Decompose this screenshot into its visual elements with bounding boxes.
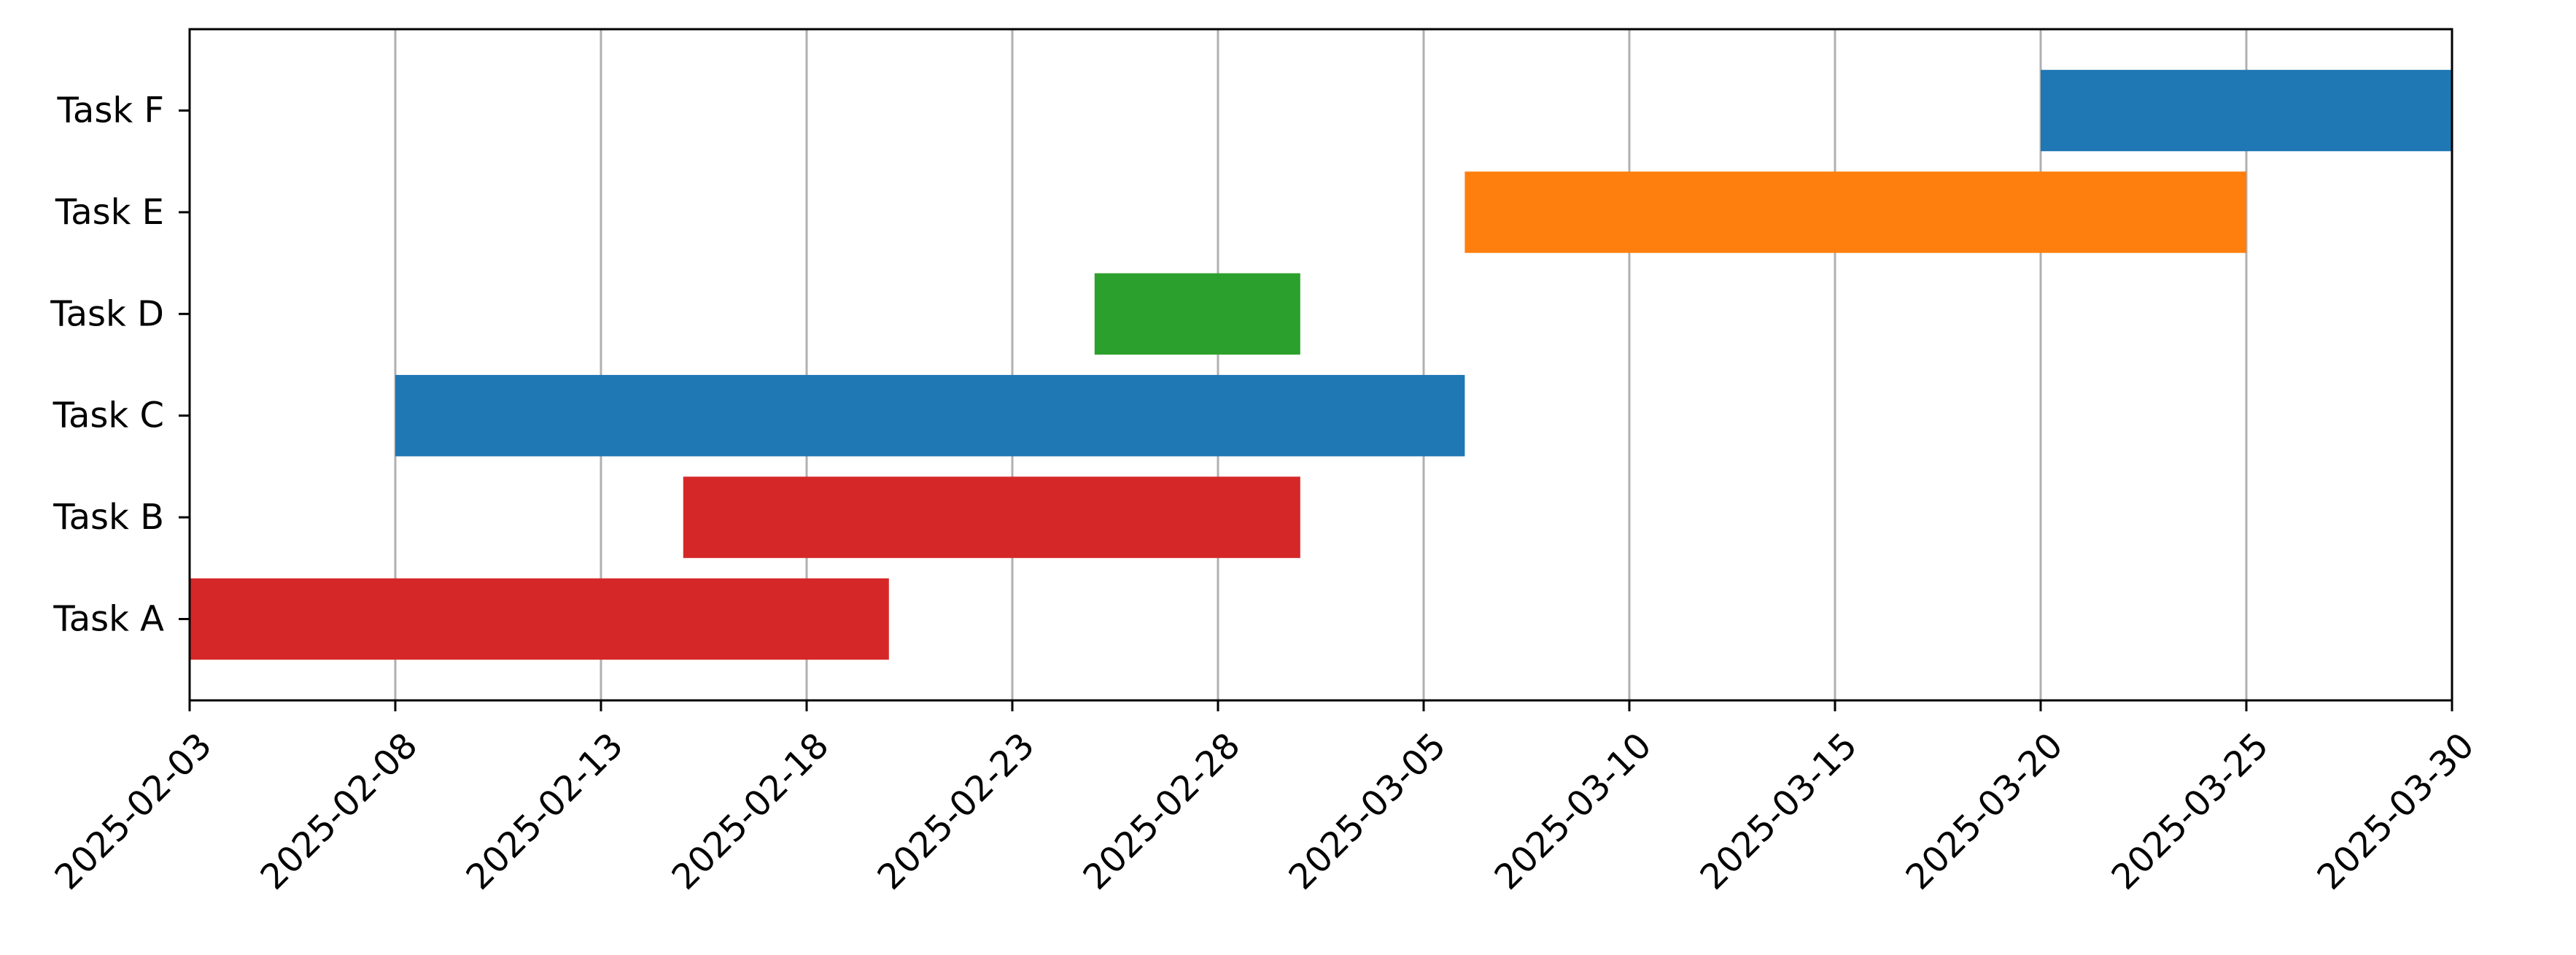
y-tick-label: Task D xyxy=(50,293,164,334)
y-tick-label: Task C xyxy=(53,395,164,436)
task-bars xyxy=(190,69,2452,660)
y-tick-label: Task F xyxy=(57,90,164,131)
task-bar xyxy=(1094,273,1300,355)
y-tick-label: Task A xyxy=(53,598,164,639)
task-bar xyxy=(683,476,1300,558)
task-bar xyxy=(190,578,889,660)
axes-frame xyxy=(188,28,2453,702)
task-bar xyxy=(1464,171,2246,253)
x-gridlines xyxy=(188,29,2453,700)
task-bar xyxy=(2041,69,2452,152)
y-tick-label: Task E xyxy=(55,192,164,233)
task-bar xyxy=(395,374,1465,457)
y-tick-label: Task B xyxy=(53,497,164,538)
y-axis: Task A Task B Task C Task D Task E Task F xyxy=(50,90,190,639)
